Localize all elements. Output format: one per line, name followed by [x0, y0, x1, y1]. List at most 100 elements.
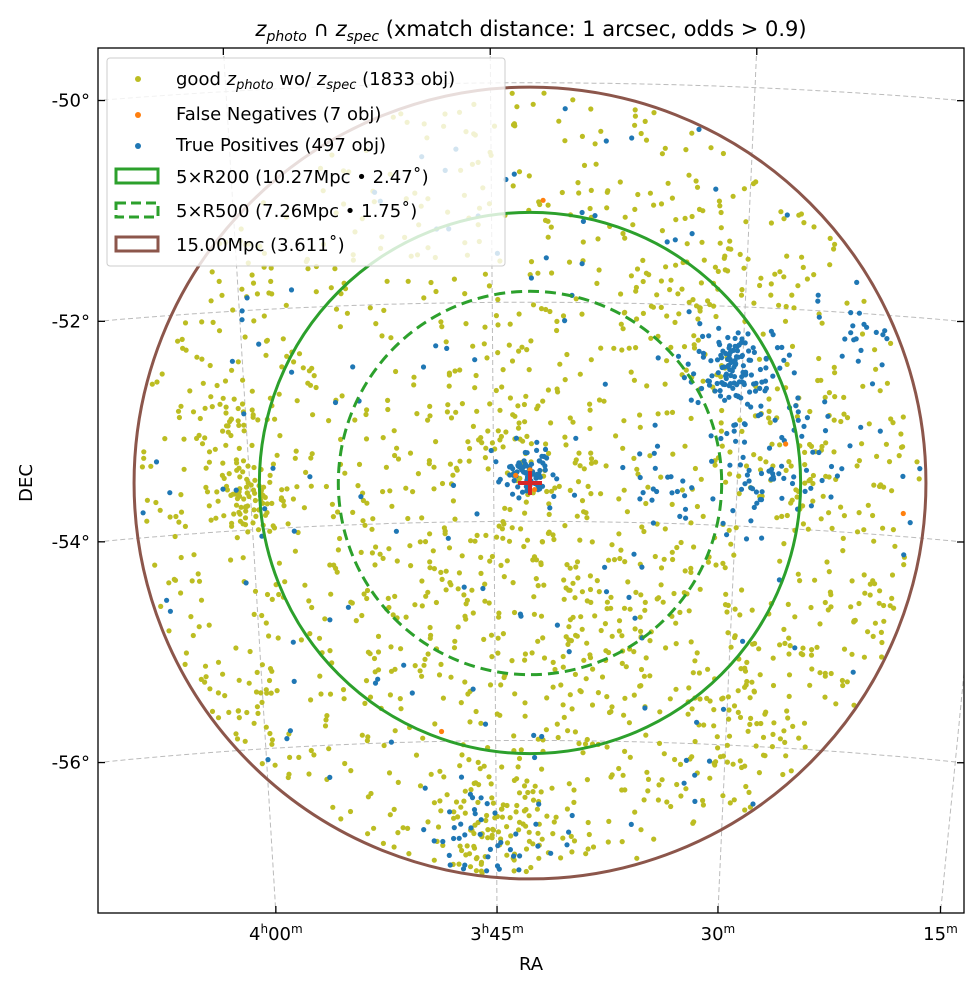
point-good-zphoto [178, 509, 185, 515]
point-true-positive [569, 812, 575, 819]
point-true-positive [754, 500, 760, 506]
point-good-zphoto [698, 280, 705, 286]
point-good-zphoto [637, 614, 643, 620]
point-true-positive [327, 617, 333, 623]
point-good-zphoto [818, 377, 824, 383]
point-good-zphoto [408, 563, 414, 569]
point-good-zphoto [551, 819, 557, 825]
legend-label-good: good zphoto wo/ zspec (1833 obj) [176, 69, 455, 93]
point-good-zphoto [580, 239, 586, 245]
point-good-zphoto [380, 435, 386, 441]
point-good-zphoto [647, 638, 653, 644]
point-good-zphoto [391, 844, 397, 850]
point-good-zphoto [691, 544, 697, 550]
point-good-zphoto [457, 763, 463, 769]
point-good-zphoto [268, 265, 274, 271]
point-good-zphoto [213, 515, 219, 521]
point-good-zphoto [276, 391, 282, 397]
point-true-positive [722, 397, 728, 403]
point-good-zphoto [178, 403, 184, 409]
point-good-zphoto [210, 319, 216, 325]
point-good-zphoto [789, 497, 795, 503]
point-good-zphoto [468, 787, 474, 793]
point-good-zphoto [632, 626, 638, 632]
point-good-zphoto [783, 753, 789, 759]
point-good-zphoto [405, 515, 411, 522]
point-good-zphoto [556, 118, 562, 124]
point-good-zphoto [554, 386, 560, 392]
point-good-zphoto [425, 819, 431, 825]
point-good-zphoto [540, 398, 546, 404]
point-true-positive [482, 721, 489, 727]
point-good-zphoto [739, 428, 745, 434]
point-true-positive [652, 465, 658, 471]
point-good-zphoto [587, 407, 593, 413]
point-good-zphoto [417, 783, 424, 789]
point-true-positive [727, 343, 733, 349]
point-good-zphoto [212, 446, 218, 452]
point-good-zphoto [411, 382, 417, 388]
point-good-zphoto [175, 338, 181, 344]
point-good-zphoto [475, 759, 481, 766]
point-good-zphoto [786, 693, 792, 700]
point-good-zphoto [263, 620, 269, 626]
point-true-positive [244, 295, 250, 301]
point-good-zphoto [760, 734, 767, 741]
point-good-zphoto [742, 665, 748, 671]
point-good-zphoto [621, 605, 628, 611]
point-good-zphoto [496, 614, 502, 620]
point-good-zphoto [620, 445, 626, 451]
point-good-zphoto [871, 538, 877, 544]
point-good-zphoto [310, 412, 316, 418]
point-good-zphoto [725, 630, 731, 636]
point-good-zphoto [569, 849, 575, 855]
point-true-positive [544, 455, 550, 461]
point-good-zphoto [406, 851, 412, 857]
point-good-zphoto [387, 488, 393, 494]
point-good-zphoto [467, 864, 474, 870]
point-good-zphoto [225, 423, 231, 429]
point-good-zphoto [697, 305, 703, 311]
point-good-zphoto [239, 286, 245, 292]
point-true-positive [686, 309, 692, 315]
point-true-positive [229, 358, 235, 364]
point-good-zphoto [570, 580, 576, 586]
point-good-zphoto [605, 188, 611, 194]
point-good-zphoto [558, 855, 564, 861]
point-good-zphoto [481, 763, 487, 769]
point-good-zphoto [672, 756, 678, 763]
point-true-positive [461, 584, 467, 590]
point-true-positive [672, 237, 678, 243]
point-good-zphoto [495, 650, 501, 656]
point-good-zphoto [800, 645, 806, 651]
point-good-zphoto [510, 412, 516, 418]
point-good-zphoto [356, 461, 363, 467]
point-good-zphoto [552, 485, 558, 491]
point-good-zphoto [777, 736, 784, 742]
point-good-zphoto [825, 607, 831, 613]
point-good-zphoto [800, 521, 807, 527]
point-good-zphoto [485, 827, 491, 833]
point-true-positive [740, 363, 747, 369]
point-good-zphoto [528, 441, 535, 447]
point-true-positive [708, 433, 714, 439]
point-good-zphoto [487, 401, 493, 407]
point-good-zphoto [575, 479, 582, 485]
point-true-positive [731, 422, 737, 428]
point-good-zphoto [579, 498, 586, 504]
point-good-zphoto [259, 662, 265, 668]
point-good-zphoto [801, 220, 807, 226]
point-good-zphoto [554, 721, 560, 727]
point-good-zphoto [261, 313, 267, 319]
point-good-zphoto [776, 302, 782, 308]
point-good-zphoto [440, 695, 446, 701]
point-true-positive [720, 706, 727, 712]
point-good-zphoto [914, 459, 920, 465]
point-false-negative [513, 472, 519, 478]
point-good-zphoto [550, 831, 556, 837]
point-good-zphoto [604, 606, 610, 612]
point-good-zphoto [313, 384, 319, 391]
point-good-zphoto [783, 303, 789, 310]
point-true-positive [456, 835, 462, 841]
point-good-zphoto [303, 469, 309, 475]
